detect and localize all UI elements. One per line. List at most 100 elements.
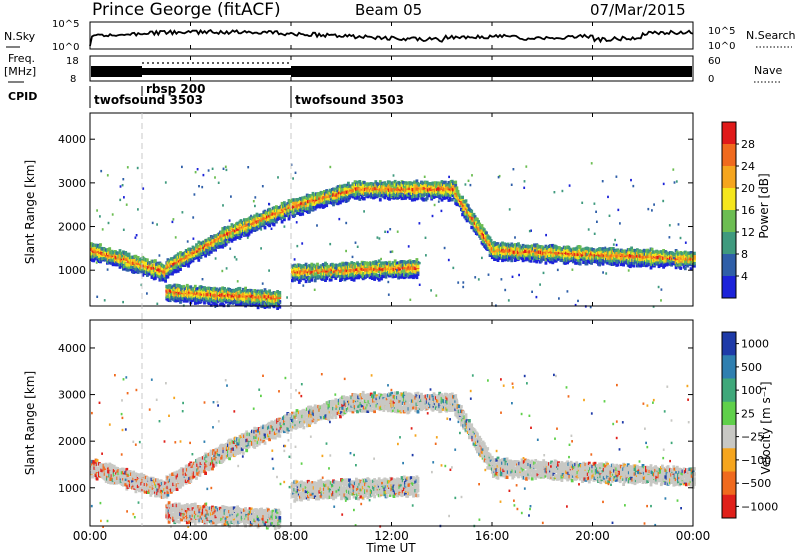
range-cell <box>430 289 432 292</box>
range-cell <box>376 265 380 269</box>
range-cell <box>207 169 210 172</box>
range-cell <box>136 256 140 260</box>
range-cell <box>200 286 204 290</box>
range-cell <box>179 267 182 271</box>
range-cell <box>313 288 316 291</box>
range-cell <box>545 233 547 237</box>
range-cell <box>238 236 242 240</box>
range-cell <box>585 253 588 256</box>
range-cell <box>358 197 362 201</box>
range-cell <box>215 249 217 252</box>
range-cell <box>388 197 391 201</box>
power-ylabel: Slant Range [km] <box>23 160 37 264</box>
range-cell <box>660 288 663 291</box>
range-cell <box>252 200 255 203</box>
range-cell <box>225 168 228 172</box>
beam-title: Beam 05 <box>355 1 422 19</box>
range-cell <box>195 296 198 300</box>
range-cell <box>423 175 426 178</box>
range-cell <box>111 213 114 216</box>
range-cell <box>122 228 125 231</box>
range-cell <box>221 245 225 249</box>
range-cell <box>544 261 548 265</box>
range-cell <box>180 287 183 292</box>
range-cell <box>251 293 254 298</box>
range-cell <box>392 174 395 177</box>
range-cell <box>374 180 378 184</box>
range-cell <box>393 179 397 184</box>
range-cell <box>156 302 159 305</box>
range-cell <box>335 267 338 270</box>
range-cell <box>457 281 460 284</box>
range-cell <box>433 203 436 207</box>
range-cell <box>222 287 226 291</box>
range-cell <box>302 268 306 272</box>
range-cell <box>99 243 102 247</box>
range-cell <box>353 180 357 184</box>
range-cell <box>246 236 249 239</box>
range-cell <box>103 299 106 302</box>
range-cell <box>191 259 195 263</box>
range-cell <box>384 230 386 233</box>
range-cell <box>401 181 405 185</box>
range-cell <box>358 180 362 184</box>
range-cell <box>662 182 665 186</box>
range-cell <box>668 224 671 227</box>
range-cell <box>574 303 577 307</box>
range-cell <box>376 194 380 198</box>
range-cell <box>96 209 98 212</box>
range-cell <box>295 221 298 224</box>
range-cell <box>177 259 181 263</box>
range-cell <box>551 260 555 265</box>
range-cell <box>193 298 197 302</box>
y-tick-label: 4000 <box>58 133 86 146</box>
range-cell <box>416 264 420 268</box>
range-cell <box>472 212 476 217</box>
range-cell <box>654 253 657 258</box>
range-cell <box>438 196 442 200</box>
range-cell <box>176 269 180 273</box>
range-cell <box>549 260 552 264</box>
range-cell <box>99 466 102 470</box>
range-cell <box>196 249 199 253</box>
range-cell <box>660 299 662 302</box>
range-cell <box>185 283 189 288</box>
range-cell <box>510 183 513 186</box>
range-cell <box>219 244 222 249</box>
range-cell <box>612 243 615 246</box>
range-cell <box>286 202 290 206</box>
range-cell <box>590 261 593 265</box>
range-cell <box>334 276 338 280</box>
range-cell <box>693 251 696 256</box>
range-cell <box>521 258 525 263</box>
range-cell <box>662 199 665 203</box>
range-cell <box>321 263 325 267</box>
range-cell <box>466 204 470 208</box>
range-cell <box>619 222 621 225</box>
range-cell <box>176 266 180 270</box>
range-cell <box>463 215 467 219</box>
range-cell <box>301 242 304 245</box>
range-cell <box>320 203 324 207</box>
range-cell <box>520 256 524 261</box>
range-cell <box>98 245 101 249</box>
range-cell <box>356 245 359 248</box>
noise-right-tick-top: 10^5 <box>708 26 735 37</box>
range-cell <box>350 277 354 281</box>
velocity-scatter <box>90 373 696 531</box>
range-cell <box>492 248 495 252</box>
range-cell <box>454 180 458 184</box>
range-cell <box>601 180 604 183</box>
range-cell <box>201 185 204 189</box>
range-cell <box>265 211 269 215</box>
freq-left-label-2: [MHz] <box>4 65 36 78</box>
range-cell <box>336 189 338 193</box>
range-cell <box>192 237 195 240</box>
range-cell <box>513 258 517 262</box>
range-cell <box>510 258 514 263</box>
range-cell <box>124 479 128 484</box>
range-cell <box>404 196 407 200</box>
range-cell <box>118 249 122 253</box>
range-cell <box>259 220 262 224</box>
